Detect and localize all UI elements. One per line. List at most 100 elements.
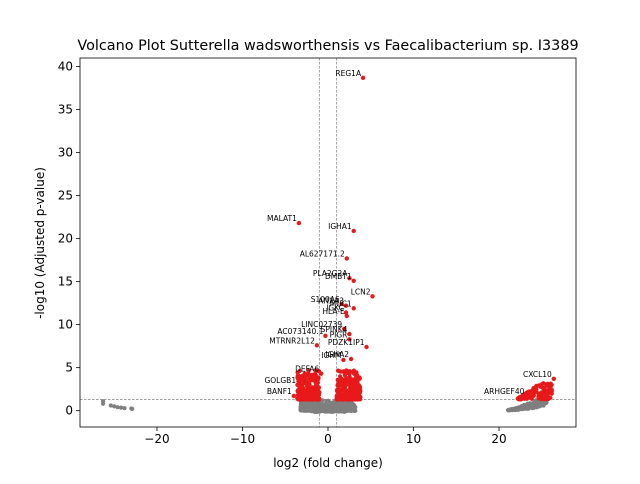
gene-label: IGHA1 [328,222,352,231]
gene-label: REG1A [335,69,362,78]
gene-label: DMBT1 [325,272,352,281]
significant-point [342,383,348,388]
significant-point [544,396,549,401]
x-tick-label: 20 [491,432,506,446]
significant-point [346,382,351,387]
significant-point [302,397,307,402]
gene-label: CXCL10 [523,370,552,379]
significant-point [313,396,319,401]
significant-point [309,397,314,402]
gene-label: DEFA6 [295,365,319,374]
significant-point [354,380,359,385]
non-significant-point [515,407,521,412]
labeled-gene-point [351,228,356,234]
y-tick-label: 25 [58,189,73,203]
gene-label: S100A6 [311,295,340,304]
labeled-gene-point [351,306,356,311]
significant-point [531,393,536,398]
x-tick-label: 0 [324,432,332,446]
labeled-gene-point [360,75,366,81]
non-significant-point [350,402,355,407]
significant-point [302,371,307,376]
labeled-gene-point [344,313,349,319]
significant-point [350,380,355,385]
significant-point [534,383,539,388]
labeled-gene-point [348,356,354,362]
significant-point [546,391,551,396]
significant-point [342,371,347,376]
x-tick-label: 10 [406,432,421,446]
significant-point [528,389,533,394]
significant-point [311,374,316,379]
labeled-gene-point [342,326,347,332]
significant-point [340,393,345,398]
non-significant-point [340,406,345,411]
gene-label: MALAT1 [267,214,297,223]
significant-point [304,381,309,386]
gene-label: ARHGEF40 [484,387,525,396]
y-tick-label: 0 [65,404,73,418]
y-tick-label: 30 [58,146,73,160]
gene-label: IGKC [326,304,344,313]
labeled-gene-point [341,357,346,363]
non-significant-point [353,405,358,410]
labeled-gene-point [347,337,352,342]
labeled-gene-point [314,343,320,348]
chart-title: Volcano Plot Sutterella wadsworthensis v… [77,38,578,54]
gene-label: AL627171.2 [300,249,345,258]
gene-label: BANF1 [267,387,292,396]
y-tick-label: 20 [58,232,73,246]
significant-point [537,395,542,400]
significant-point [305,396,310,401]
gene-label: AC073140.1 [277,327,323,336]
non-significant-point [530,404,535,409]
non-significant-point [309,405,315,411]
significant-point [317,390,322,395]
significant-point [299,388,304,393]
significant-point [354,396,359,401]
significant-point [297,368,302,374]
labeled-gene-point [551,376,556,381]
significant-point [547,385,553,390]
x-axis-ticks: −20 −10 0 10 20 [144,427,507,446]
non-significant-point [300,407,305,412]
significant-point [337,384,342,389]
non-significant-point [118,405,124,410]
non-significant-point [306,406,311,412]
gene-label: ANXA3 [318,297,344,306]
significant-point [336,391,341,396]
non-significant-point [347,406,352,411]
significant-point [357,397,362,402]
significant-point [316,377,321,382]
labeled-gene-point [351,278,356,283]
y-tick-label: 15 [58,275,73,289]
non-significant-point [329,406,334,411]
significant-point [518,396,523,401]
x-tick-label: −20 [144,432,169,446]
y-tick-label: 40 [58,60,73,74]
significant-point [310,393,315,398]
non-significant-point [336,408,341,413]
significant-point [335,377,340,382]
non-significant-point [541,402,546,408]
labeled-gene-point [319,371,324,376]
non-significant-point [323,405,328,410]
significant-point [340,379,346,384]
labeled-gene-point [343,310,349,315]
non-significant-point [333,405,338,410]
y-axis-ticks: 0 5 10 15 20 25 30 35 40 [58,60,80,418]
labeled-gene-point [344,256,349,261]
y-tick-label: 35 [58,103,73,117]
gene-label: IGHA2 [326,350,350,359]
non-significant-point [343,401,348,406]
labeled-gene-point [370,294,375,299]
significant-point [340,387,345,392]
gene-label: PIGR [330,330,348,339]
non-significant-point [130,406,135,411]
labeled-gene-point [339,301,344,307]
significant-point [306,368,311,373]
gene-label: MUC1 [330,299,352,308]
data-points [101,75,556,414]
